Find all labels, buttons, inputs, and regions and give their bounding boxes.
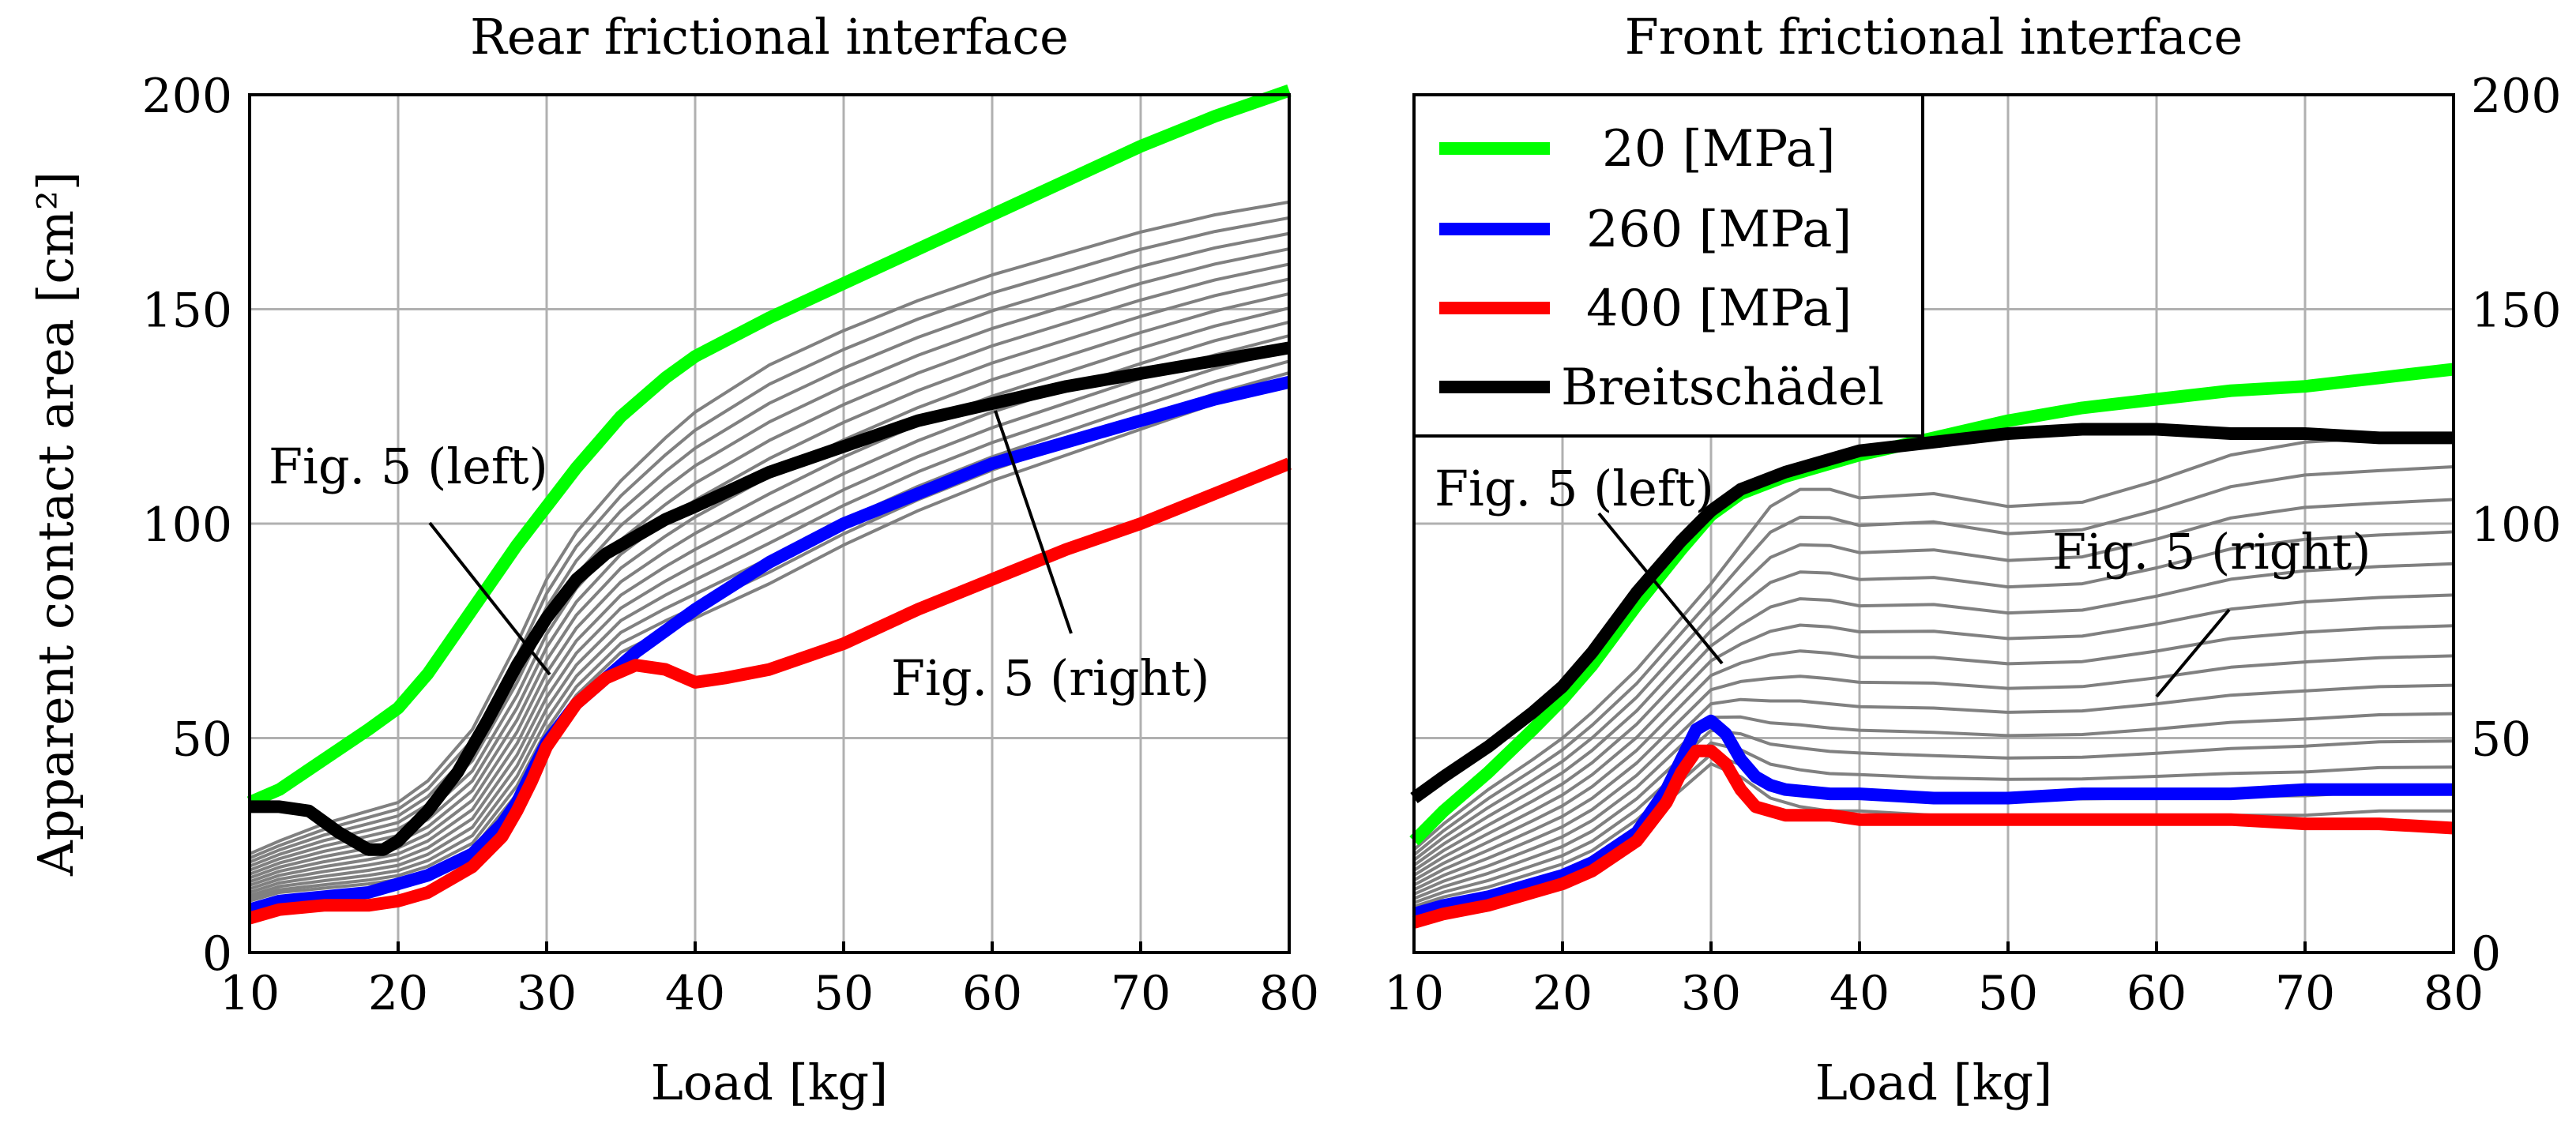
rear-annotation-right: Fig. 5 (right) — [891, 649, 1209, 707]
front-annotation-left-pointer — [1597, 512, 1724, 665]
rear-x-tick-60: 60 — [962, 966, 1022, 1021]
front-x-tick-70: 70 — [2275, 966, 2335, 1021]
front-grey-curve-3 — [1413, 741, 2454, 904]
rear-x-tick-40: 40 — [665, 966, 725, 1021]
front-grey-curve-7 — [1413, 654, 2454, 887]
rear-annotation-right-pointer — [994, 410, 1073, 634]
rear-x-tick-20: 20 — [368, 966, 428, 1021]
legend-label-260mpa: 260 [MPa] — [1586, 201, 1852, 259]
front-y-tick-200: 200 — [2471, 69, 2562, 124]
front-grey-curve-13 — [1412, 465, 2454, 856]
front-x-tick-60: 60 — [2127, 966, 2187, 1021]
rear-grey-curve-14 — [249, 200, 1290, 855]
front-grey-curve-4 — [1413, 728, 2454, 900]
front-y-tick-0: 0 — [2471, 926, 2501, 982]
rear-x-axis-label: Load [kg] — [651, 1054, 889, 1111]
rear-grey-curve-13 — [249, 216, 1290, 860]
legend-label-breitschaedel: Breitschädel — [1561, 359, 1884, 417]
rear-x-tick-80: 80 — [1259, 966, 1319, 1021]
rear-y-tick-200: 200 — [141, 69, 232, 124]
front-y-tick-50: 50 — [2471, 712, 2531, 768]
front-x-tick-40: 40 — [1830, 966, 1890, 1021]
front-annotation-left: Fig. 5 (left) — [1435, 460, 1714, 517]
rear-grey-curve-3 — [249, 359, 1290, 897]
front-chart-legend: 20 [MPa] 260 [MPa] 400 [MPa] Breitschäde… — [1412, 93, 1924, 438]
front-y-tick-100: 100 — [2471, 498, 2562, 553]
rear-y-tick-0: 0 — [202, 926, 232, 982]
front-series-400-mpa — [1412, 744, 2454, 929]
front-grey-curve-11 — [1412, 530, 2454, 867]
front-grey-curve-14 — [1412, 432, 2454, 851]
front-series-breitsch-del — [1410, 423, 2454, 803]
rear-chart-frame — [248, 93, 1291, 954]
front-chart-title: Front frictional interface — [1625, 8, 2243, 66]
front-x-tick-80: 80 — [2424, 966, 2484, 1021]
front-grey-curve-12 — [1412, 498, 2454, 862]
front-x-tick-30: 30 — [1681, 966, 1741, 1021]
rear-annotation-left: Fig. 5 (left) — [269, 438, 548, 495]
rear-series-400-mpa — [247, 457, 1292, 925]
front-series-260-mpa — [1412, 714, 2454, 920]
legend-label-20mpa: 20 [MPa] — [1602, 120, 1836, 178]
rear-series-breitsch-del — [250, 341, 1291, 856]
front-y-tick-150: 150 — [2471, 284, 2562, 339]
rear-chart-title: Rear frictional interface — [470, 8, 1069, 66]
front-grey-curve-9 — [1412, 593, 2454, 877]
rear-grey-curve-11 — [249, 247, 1290, 868]
rear-grey-curve-9 — [249, 277, 1290, 876]
front-grey-curve-8 — [1413, 624, 2454, 882]
rear-y-tick-50: 50 — [172, 712, 232, 768]
rear-x-tick-10: 10 — [220, 966, 280, 1021]
front-x-tick-10: 10 — [1384, 966, 1444, 1021]
front-grey-curve-10 — [1412, 562, 2454, 872]
rear-grey-curve-6 — [249, 320, 1290, 887]
rear-y-axis-label: Apparent contact area [cm²] — [27, 171, 85, 877]
front-annotation-right-pointer — [2155, 608, 2231, 698]
front-x-tick-20: 20 — [1532, 966, 1593, 1021]
front-x-axis-label: Load [kg] — [1815, 1054, 2053, 1111]
rear-y-tick-100: 100 — [141, 498, 232, 553]
front-x-tick-50: 50 — [1978, 966, 2038, 1021]
rear-grey-curve-4 — [249, 347, 1290, 894]
legend-label-400mpa: 400 [MPa] — [1586, 280, 1852, 338]
rear-chart-panel: Rear frictional interface Load [kg] Appa… — [27, 8, 1319, 1111]
rear-x-tick-30: 30 — [517, 966, 577, 1021]
rear-annotation-left-pointer — [428, 521, 551, 676]
rear-series-20-mpa — [246, 85, 1292, 809]
rear-grey-curve-5 — [249, 334, 1290, 891]
rear-x-tick-70: 70 — [1111, 966, 1171, 1021]
front-chart-frame — [1412, 93, 2455, 954]
front-chart-panel: Front frictional interface Load [kg] 10 2… — [1384, 8, 2562, 1111]
front-grey-curve-6 — [1413, 683, 2454, 892]
rear-x-tick-50: 50 — [814, 966, 874, 1021]
front-annotation-right: Fig. 5 (right) — [2052, 523, 2371, 581]
rear-grey-curve-1 — [249, 380, 1290, 903]
front-grey-curve-5 — [1413, 712, 2454, 896]
rear-y-tick-150: 150 — [141, 284, 232, 339]
rear-grey-curve-12 — [249, 231, 1290, 864]
